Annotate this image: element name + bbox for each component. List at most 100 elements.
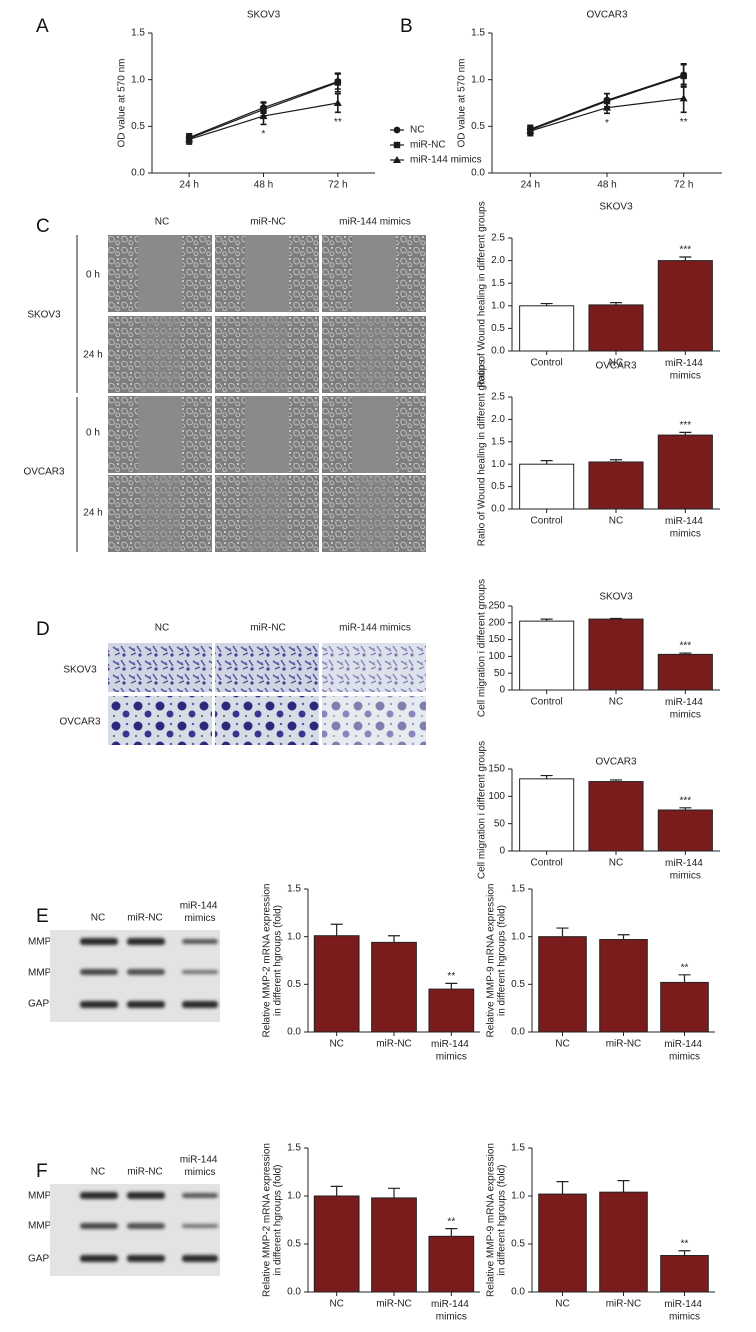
bar — [599, 1191, 648, 1293]
y-tick-label: 0.0 — [131, 168, 145, 179]
label-line: miR-144 — [665, 358, 706, 369]
y-tick-label: 1.5 — [131, 28, 145, 39]
micrograph — [215, 696, 319, 745]
error-bar — [540, 302, 553, 306]
micrograph — [215, 643, 319, 692]
chart-title: SKOV3 — [599, 592, 633, 603]
row-label: MMP-2 — [28, 1191, 61, 1202]
significance: *** — [679, 420, 691, 431]
marker — [526, 127, 535, 134]
y-tick-label: 0.0 — [287, 1027, 301, 1038]
error-bar — [330, 923, 343, 936]
micrograph — [215, 396, 319, 473]
label-line: mimics — [669, 1311, 700, 1322]
legend-label: miR-NC — [410, 140, 446, 151]
x-tick-label: miR-NC — [606, 1299, 642, 1310]
y-tick-label: 0.0 — [287, 1287, 301, 1298]
y-axis-label: OD value at 570 nm — [457, 59, 468, 148]
bar — [588, 781, 644, 852]
y-tick-label: 2.0 — [491, 414, 505, 425]
y-axis-label: Relative MMP-9 mRNA expression — [486, 1143, 497, 1297]
x-tick-label: miR-144 mimics — [664, 1299, 705, 1323]
label-line: miR-144 — [665, 697, 706, 708]
x-tick-label: miR-144 mimics — [664, 1039, 705, 1063]
significance: * — [262, 129, 266, 140]
x-tick-label: 24 h — [179, 180, 198, 191]
x-tick-label: NC — [329, 1039, 343, 1050]
column-label: NC — [91, 913, 105, 924]
y-tick-label: 50 — [494, 818, 506, 829]
y-tick-label: 1.0 — [131, 74, 145, 85]
bar — [519, 778, 575, 852]
error-bar — [540, 774, 553, 779]
x-tick-label: miR-144 mimics — [665, 858, 706, 882]
marker — [603, 103, 611, 111]
y-tick-label: 1.0 — [287, 1191, 301, 1202]
x-tick-label: NC — [609, 858, 623, 869]
micrograph — [322, 396, 426, 473]
panel-label: F — [36, 1161, 48, 1182]
label-line: mimics — [669, 1051, 700, 1062]
column-label: miR-NC — [250, 217, 286, 228]
bar — [588, 618, 644, 691]
significance: ** — [447, 971, 455, 982]
bar — [660, 1255, 709, 1293]
y-tick-label: 0.5 — [131, 121, 145, 132]
significance: ** — [681, 962, 689, 973]
y-tick-label: 1.0 — [287, 931, 301, 942]
y-tick-label: 0.5 — [491, 323, 505, 334]
x-tick-label: miR-144 mimics — [665, 516, 706, 540]
y-tick-label: 0 — [499, 685, 505, 696]
bar — [538, 936, 587, 1033]
error-bar — [556, 927, 569, 937]
x-tick-label: 48 h — [597, 180, 616, 191]
micrograph — [322, 235, 426, 312]
error-bar — [617, 1180, 630, 1193]
label-line: miR-144 — [664, 1039, 705, 1050]
x-tick-label: miR-NC — [376, 1299, 412, 1310]
bar — [519, 463, 575, 510]
row-label: OVCAR3 — [23, 467, 65, 478]
error-bar — [540, 460, 553, 465]
y-axis-label: in different hgroups (fold) — [497, 905, 508, 1016]
label-line: mimics — [184, 1167, 215, 1178]
y-axis-label: Ratio of Wound healing in different grou… — [477, 360, 488, 546]
y-tick-label: 0.0 — [511, 1027, 525, 1038]
significance: *** — [679, 245, 691, 256]
bar — [657, 809, 713, 852]
micrograph — [108, 643, 212, 692]
column-label: miR-144 mimics — [180, 900, 221, 924]
x-tick-label: NC — [555, 1039, 569, 1050]
y-tick-label: 1.5 — [471, 28, 485, 39]
y-tick-label: 1.5 — [491, 278, 505, 289]
y-tick-label: 200 — [488, 617, 505, 628]
error-bar — [388, 935, 400, 943]
y-tick-label: 1.0 — [491, 300, 505, 311]
y-tick-label: 250 — [488, 601, 505, 612]
column-label: NC — [155, 217, 169, 228]
chart-title: SKOV3 — [247, 10, 281, 21]
row-label: SKOV3 — [27, 310, 61, 321]
x-tick-label: NC — [609, 358, 623, 369]
micrograph — [322, 696, 426, 745]
error-bar — [679, 807, 692, 810]
row-label: 24 h — [83, 350, 102, 361]
y-tick-label: 0.5 — [511, 979, 525, 990]
row-label: 0 h — [86, 428, 100, 439]
marker — [680, 72, 687, 80]
micrograph — [108, 696, 212, 745]
error-bar — [610, 459, 622, 462]
column-label: NC — [155, 623, 169, 634]
x-tick-label: Control — [531, 358, 563, 369]
error-bar — [610, 302, 622, 305]
marker — [393, 126, 401, 134]
y-tick-label: 1.0 — [511, 1191, 525, 1202]
blot-image — [50, 1184, 220, 1276]
marker — [393, 141, 401, 149]
y-tick-label: 0.5 — [471, 121, 485, 132]
significance: *** — [679, 795, 691, 806]
marker — [393, 156, 401, 163]
label-line: mimics — [436, 1311, 467, 1322]
x-tick-label: Control — [531, 516, 563, 527]
y-tick-label: 1.5 — [287, 1143, 301, 1154]
